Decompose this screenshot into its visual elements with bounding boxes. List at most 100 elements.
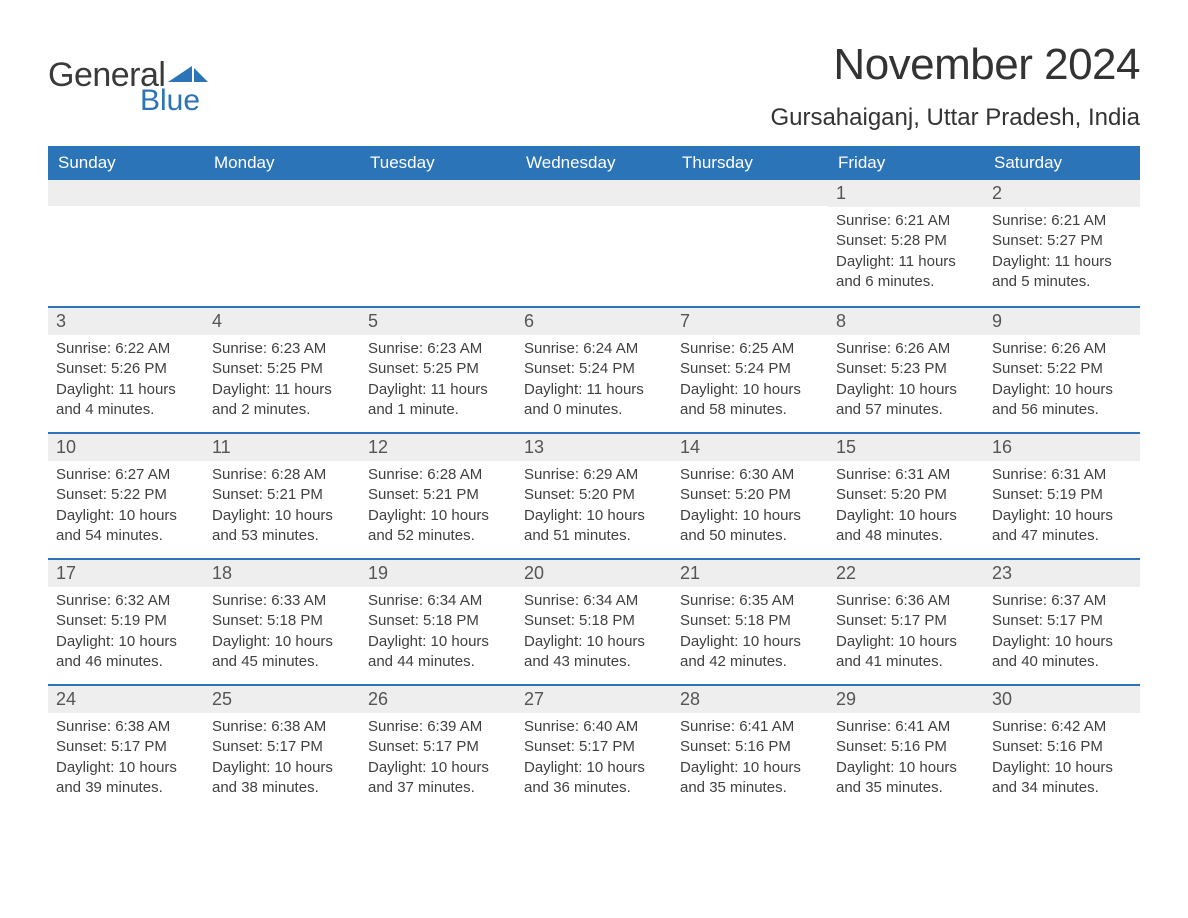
day-cell: 5Sunrise: 6:23 AMSunset: 5:25 PMDaylight… [360,308,516,432]
day-content: Sunrise: 6:25 AMSunset: 5:24 PMDaylight:… [672,335,828,430]
day-number: 19 [360,560,516,587]
daylight-text: and 57 minutes. [836,400,976,420]
day-number: 9 [984,308,1140,335]
sunrise-text: Sunrise: 6:38 AM [212,717,352,737]
sunset-text: Sunset: 5:18 PM [368,611,508,631]
day-content: Sunrise: 6:39 AMSunset: 5:17 PMDaylight:… [360,713,516,808]
day-content: Sunrise: 6:41 AMSunset: 5:16 PMDaylight:… [672,713,828,808]
day-number: 2 [984,180,1140,207]
day-number: 3 [48,308,204,335]
day-cell: 16Sunrise: 6:31 AMSunset: 5:19 PMDayligh… [984,434,1140,558]
day-content: Sunrise: 6:31 AMSunset: 5:20 PMDaylight:… [828,461,984,556]
daylight-text: Daylight: 10 hours [524,506,664,526]
day-number: 5 [360,308,516,335]
daylight-text: Daylight: 10 hours [992,632,1132,652]
sunset-text: Sunset: 5:25 PM [368,359,508,379]
sunset-text: Sunset: 5:21 PM [368,485,508,505]
day-cell: 3Sunrise: 6:22 AMSunset: 5:26 PMDaylight… [48,308,204,432]
empty-day-cell [204,180,360,306]
daylight-text: and 56 minutes. [992,400,1132,420]
daylight-text: Daylight: 10 hours [680,380,820,400]
daylight-text: Daylight: 11 hours [368,380,508,400]
daylight-text: Daylight: 10 hours [992,758,1132,778]
daylight-text: Daylight: 10 hours [524,758,664,778]
day-content: Sunrise: 6:28 AMSunset: 5:21 PMDaylight:… [360,461,516,556]
daylight-text: Daylight: 10 hours [992,506,1132,526]
day-cell: 12Sunrise: 6:28 AMSunset: 5:21 PMDayligh… [360,434,516,558]
daylight-text: and 2 minutes. [212,400,352,420]
day-number: 29 [828,686,984,713]
day-content: Sunrise: 6:21 AMSunset: 5:28 PMDaylight:… [828,207,984,302]
day-number: 26 [360,686,516,713]
logo-triangle-icon [168,60,208,86]
daylight-text: and 38 minutes. [212,778,352,798]
daylight-text: Daylight: 10 hours [56,506,196,526]
daylight-text: and 51 minutes. [524,526,664,546]
sunrise-text: Sunrise: 6:41 AM [680,717,820,737]
week-row: 24Sunrise: 6:38 AMSunset: 5:17 PMDayligh… [48,684,1140,810]
sunrise-text: Sunrise: 6:30 AM [680,465,820,485]
day-content: Sunrise: 6:29 AMSunset: 5:20 PMDaylight:… [516,461,672,556]
day-content: Sunrise: 6:34 AMSunset: 5:18 PMDaylight:… [360,587,516,682]
daylight-text: and 37 minutes. [368,778,508,798]
day-cell: 23Sunrise: 6:37 AMSunset: 5:17 PMDayligh… [984,560,1140,684]
sunrise-text: Sunrise: 6:36 AM [836,591,976,611]
sunset-text: Sunset: 5:25 PM [212,359,352,379]
day-cell: 4Sunrise: 6:23 AMSunset: 5:25 PMDaylight… [204,308,360,432]
daylight-text: Daylight: 10 hours [212,506,352,526]
weekday-label: Monday [204,146,360,180]
daylight-text: and 44 minutes. [368,652,508,672]
daylight-text: Daylight: 10 hours [836,380,976,400]
day-cell: 30Sunrise: 6:42 AMSunset: 5:16 PMDayligh… [984,686,1140,810]
daylight-text: Daylight: 11 hours [992,252,1132,272]
sunrise-text: Sunrise: 6:25 AM [680,339,820,359]
day-content: Sunrise: 6:31 AMSunset: 5:19 PMDaylight:… [984,461,1140,556]
daylight-text: and 50 minutes. [680,526,820,546]
day-cell: 10Sunrise: 6:27 AMSunset: 5:22 PMDayligh… [48,434,204,558]
day-content: Sunrise: 6:33 AMSunset: 5:18 PMDaylight:… [204,587,360,682]
sunrise-text: Sunrise: 6:21 AM [992,211,1132,231]
daylight-text: and 58 minutes. [680,400,820,420]
day-number: 23 [984,560,1140,587]
daylight-text: and 52 minutes. [368,526,508,546]
day-number: 18 [204,560,360,587]
sunrise-text: Sunrise: 6:42 AM [992,717,1132,737]
day-cell: 26Sunrise: 6:39 AMSunset: 5:17 PMDayligh… [360,686,516,810]
sunrise-text: Sunrise: 6:22 AM [56,339,196,359]
sunrise-text: Sunrise: 6:34 AM [524,591,664,611]
day-number [48,180,204,206]
daylight-text: and 6 minutes. [836,272,976,292]
sunrise-text: Sunrise: 6:37 AM [992,591,1132,611]
sunset-text: Sunset: 5:16 PM [992,737,1132,757]
day-number: 25 [204,686,360,713]
empty-day-cell [672,180,828,306]
sunrise-text: Sunrise: 6:26 AM [992,339,1132,359]
sunset-text: Sunset: 5:17 PM [212,737,352,757]
daylight-text: and 34 minutes. [992,778,1132,798]
day-cell: 28Sunrise: 6:41 AMSunset: 5:16 PMDayligh… [672,686,828,810]
day-cell: 7Sunrise: 6:25 AMSunset: 5:24 PMDaylight… [672,308,828,432]
weekday-header: Sunday Monday Tuesday Wednesday Thursday… [48,146,1140,180]
day-number [204,180,360,206]
day-content: Sunrise: 6:42 AMSunset: 5:16 PMDaylight:… [984,713,1140,808]
day-number: 1 [828,180,984,207]
day-content: Sunrise: 6:30 AMSunset: 5:20 PMDaylight:… [672,461,828,556]
sunset-text: Sunset: 5:17 PM [56,737,196,757]
day-number: 15 [828,434,984,461]
day-number: 30 [984,686,1140,713]
day-content: Sunrise: 6:27 AMSunset: 5:22 PMDaylight:… [48,461,204,556]
day-content: Sunrise: 6:23 AMSunset: 5:25 PMDaylight:… [360,335,516,430]
week-row: 10Sunrise: 6:27 AMSunset: 5:22 PMDayligh… [48,432,1140,558]
daylight-text: and 39 minutes. [56,778,196,798]
day-number [360,180,516,206]
weekday-label: Saturday [984,146,1140,180]
daylight-text: Daylight: 10 hours [992,380,1132,400]
day-content: Sunrise: 6:38 AMSunset: 5:17 PMDaylight:… [204,713,360,808]
sunset-text: Sunset: 5:18 PM [212,611,352,631]
sunrise-text: Sunrise: 6:35 AM [680,591,820,611]
day-cell: 13Sunrise: 6:29 AMSunset: 5:20 PMDayligh… [516,434,672,558]
daylight-text: and 41 minutes. [836,652,976,672]
sunrise-text: Sunrise: 6:32 AM [56,591,196,611]
daylight-text: Daylight: 10 hours [368,758,508,778]
sunset-text: Sunset: 5:22 PM [56,485,196,505]
